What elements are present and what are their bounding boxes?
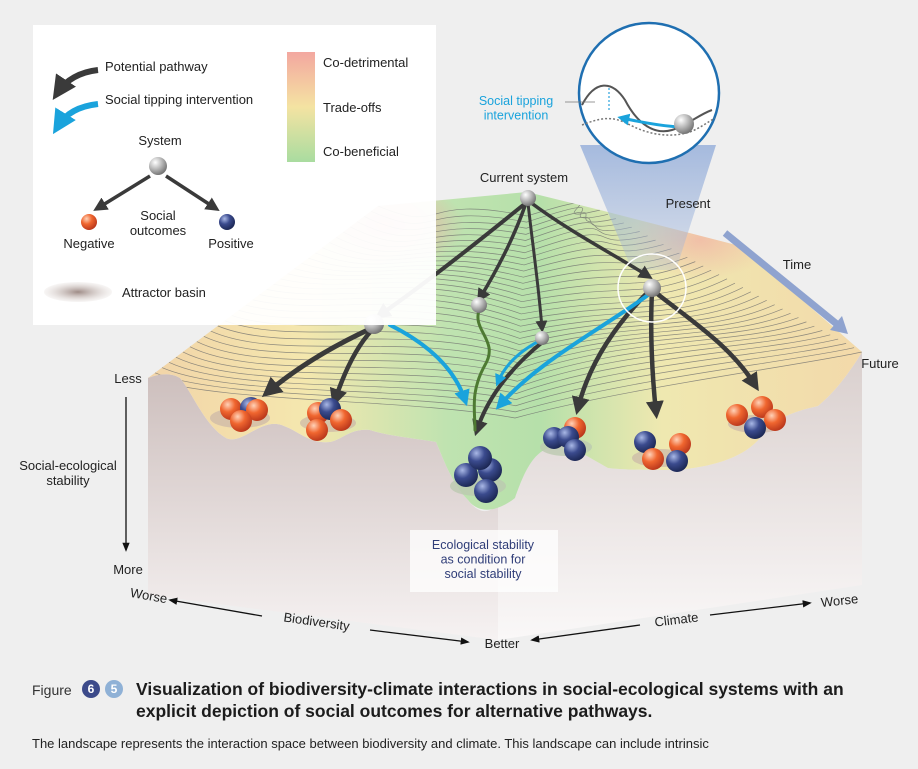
ecological-note: Ecological stability as condition for soci…	[432, 538, 535, 581]
contour-line	[224, 304, 775, 352]
pathway-arrow	[526, 201, 548, 333]
system-ball	[535, 331, 549, 345]
intervention-arrow	[388, 323, 470, 407]
axis-worse-left: Worse	[129, 585, 168, 606]
axis-less: Less	[114, 371, 142, 386]
pathway-arrow	[261, 325, 375, 398]
pathway-arrow	[652, 289, 759, 392]
outcome-cluster	[543, 417, 586, 461]
pathway-arrow	[472, 306, 491, 432]
pathway-arrow	[472, 338, 547, 437]
ecological-note-box	[410, 530, 558, 592]
present-zoom-circle	[617, 253, 687, 323]
pathway-arrow	[528, 200, 653, 280]
axis-climate: Climate	[654, 609, 700, 629]
outcome-cluster	[220, 397, 268, 432]
legend-attractor-basin: Attractor basin	[122, 285, 206, 300]
contour-line	[203, 317, 799, 370]
legend-social-outcomes: Social outcomes	[130, 208, 187, 238]
contour-line	[148, 351, 862, 419]
figure-title: Visualization of biodiversity-climate in…	[136, 679, 844, 721]
present-inset	[577, 21, 721, 165]
figure-description: The landscape represents the interaction…	[32, 736, 709, 751]
system-ball-icon	[149, 157, 167, 175]
present-label: Present	[666, 196, 711, 211]
legend-trade-offs: Trade-offs	[323, 100, 382, 115]
legend-positive: Positive	[208, 236, 254, 251]
legend-system: System	[138, 133, 181, 148]
negative-ball-icon	[81, 214, 97, 230]
climate-axis-right	[709, 600, 812, 616]
pathway-arrow	[645, 289, 664, 420]
positive-ball-icon	[219, 214, 235, 230]
figure-label: Figure	[32, 682, 72, 698]
climate-axis-left	[530, 624, 641, 643]
outcome-cluster	[454, 446, 502, 503]
social-tipping-icon	[52, 101, 99, 135]
contour-line	[168, 338, 839, 400]
current-system-ball	[520, 190, 536, 206]
attractor-basin-icon	[44, 282, 112, 302]
legend-co-beneficial: Co-beneficial	[323, 144, 399, 159]
contour-line	[175, 334, 831, 394]
contour-line	[189, 325, 815, 382]
axis-better: Better	[485, 636, 520, 651]
zoom-cone	[580, 145, 716, 270]
outcome-cluster	[634, 431, 691, 472]
time-arrow	[722, 230, 841, 328]
axis-worse-right: Worse	[820, 591, 859, 610]
intervention-arrow	[495, 293, 650, 410]
inset-system-ball	[674, 114, 694, 134]
negative-arrow-icon	[93, 174, 151, 211]
future-label: Future	[861, 356, 899, 371]
landscape-diagram: Potential pathway Social tipping interve…	[19, 21, 899, 651]
axis-more: More	[113, 562, 143, 577]
pathway-arrow	[477, 201, 528, 303]
contour-line	[154, 347, 855, 413]
potential-pathway-icon	[52, 67, 99, 100]
legend-gradient-bar	[287, 52, 315, 162]
legend-social-tipping: Social tipping intervention	[105, 92, 253, 107]
landscape-right-wall	[498, 352, 862, 640]
biodiversity-axis-right	[369, 629, 470, 645]
pathway-arrow	[329, 327, 375, 407]
legend-box	[33, 25, 436, 325]
contour-line	[161, 343, 847, 407]
positive-arrow-icon	[165, 174, 220, 212]
current-system-label: Current system	[480, 170, 568, 185]
legend-co-detrimental: Co-detrimental	[323, 55, 408, 70]
legend-potential-pathway: Potential pathway	[105, 59, 208, 74]
legend-negative: Negative	[63, 236, 114, 251]
figure-badge-5[interactable]: 5	[105, 680, 123, 698]
figure-badge-6[interactable]: 6	[82, 680, 100, 698]
outcome-cluster	[726, 396, 786, 439]
axis-stability-label: Social-ecological stability	[19, 458, 117, 488]
time-arrow-head	[830, 316, 848, 334]
biodiversity-axis-left	[168, 597, 263, 617]
time-label: Time	[783, 257, 811, 272]
inset-intervention-label: Social tipping intervention	[479, 94, 553, 122]
inset-shifted-curve	[581, 117, 716, 136]
outcome-cluster	[306, 398, 352, 441]
present-system-ball	[643, 279, 661, 297]
system-ball	[471, 297, 487, 313]
contour-line	[196, 321, 807, 376]
